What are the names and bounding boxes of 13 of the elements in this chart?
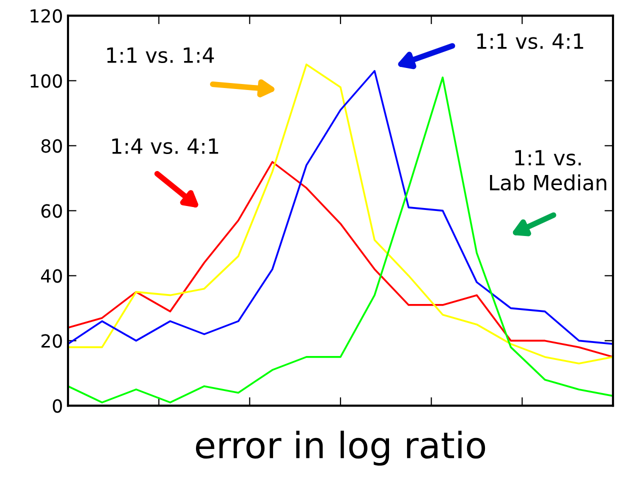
annotation: 1:4 vs. 4:1 <box>112 138 218 154</box>
y-tick-label: 20 <box>41 334 62 348</box>
y-tick-label: 100 <box>30 74 62 88</box>
line-series <box>68 76 613 404</box>
y-tick-label: 0 <box>52 399 62 413</box>
y-tick-label: 80 <box>41 139 62 153</box>
x-axis-title: error in log ratio <box>196 430 486 466</box>
y-tick-label: 60 <box>41 204 62 218</box>
y-tick-label: 40 <box>41 269 62 283</box>
annotation: 1:1 vs. 1:4 <box>107 48 214 64</box>
y-tick-label: 120 <box>30 9 62 23</box>
annotation: 1:1 vs. 4:1 <box>477 34 584 50</box>
annotation: 1:1 vs. Lab Median <box>490 150 606 190</box>
